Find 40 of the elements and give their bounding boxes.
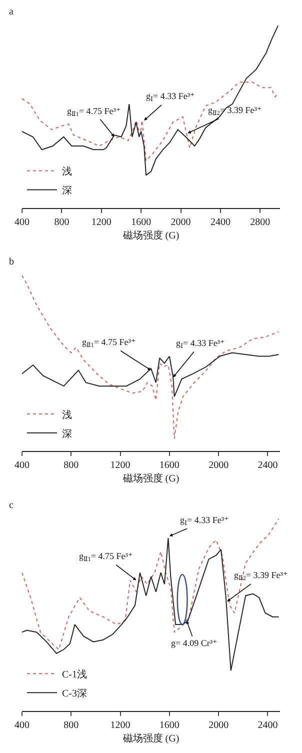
legend-label: 深 [62, 184, 72, 197]
annotation: g= 4.09 Cr³⁺ [171, 638, 218, 648]
x-tick-label: 1200 [110, 460, 130, 471]
x-tick-label: 2000 [208, 460, 229, 471]
x-tick-label: 1200 [91, 217, 112, 228]
x-tick-label: 2400 [210, 217, 230, 228]
x-tick-label: 2400 [258, 720, 278, 731]
x-tick-label: 800 [54, 217, 70, 228]
annotation: g$_{Ⅰ}$= 4.33 Fe³⁺ [176, 338, 226, 350]
x-axis-title: 磁场强度 (G) [122, 472, 180, 484]
x-tick-label: 1200 [110, 720, 130, 731]
legend-label: C-1浅 [62, 668, 87, 680]
x-axis-title: 磁场强度 (G) [122, 230, 180, 242]
legend-label: 浅 [62, 166, 72, 178]
legend-label: C-3深 [62, 687, 87, 700]
annotation: g$_{Ⅱ1}$= 4.75 Fe³⁺ [79, 551, 133, 563]
legend-label: 浅 [62, 408, 72, 421]
legend-label: 深 [62, 428, 72, 440]
chart-title: c [9, 500, 14, 511]
annotation: g$_{Ⅰ}$= 4.33 Fe³⁺ [146, 91, 196, 103]
x-axis-title: 磁场强度 (G) [122, 732, 180, 744]
x-tick-label: 2000 [170, 217, 191, 228]
annotation: g$_{Ⅱ1}$= 4.75 Fe³⁺ [82, 337, 136, 349]
annotation: g$_{Ⅰ}$= 4.33 Fe³⁺ [180, 515, 230, 527]
x-tick-label: 1600 [159, 720, 180, 731]
x-tick-label: 1600 [159, 460, 180, 471]
x-tick-label: 400 [14, 217, 30, 228]
x-tick-label: 400 [14, 720, 30, 731]
chart-title: b [9, 256, 14, 268]
x-tick-label: 800 [64, 720, 79, 731]
x-tick-label: 2000 [208, 720, 229, 731]
x-tick-label: 1600 [131, 217, 152, 228]
annotation: g$_{Ⅱ2}$= 3.39 Fe³⁺ [208, 105, 262, 117]
x-tick-label: 800 [64, 460, 79, 471]
chart-title: a [9, 6, 14, 18]
annotation: g$_{Ⅱ2}$= 3.39 Fe³⁺ [234, 570, 288, 582]
x-tick-label: 400 [14, 460, 30, 471]
x-tick-label: 2400 [258, 460, 278, 471]
x-tick-label: 2800 [250, 217, 270, 228]
annotation: g$_{Ⅱ1}$= 4.75 Fe³⁺ [67, 106, 121, 118]
